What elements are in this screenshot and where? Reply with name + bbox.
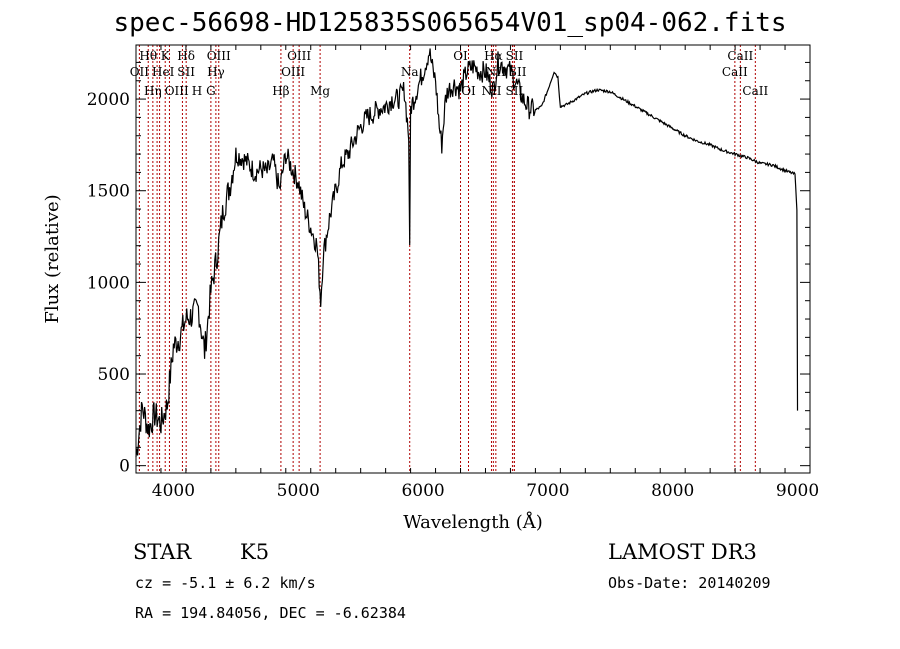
spectral-line-label: CaII [722, 65, 748, 79]
spectral-line-label: OIII [281, 65, 305, 79]
y-tick-label: 0 [119, 457, 130, 477]
redshift-text: cz = -5.1 ± 6.2 km/s [135, 574, 316, 592]
x-tick-label: 6000 [401, 481, 444, 501]
spectral-line-label: Na [401, 65, 419, 79]
spectral-line-label: OI [461, 84, 476, 98]
y-tick-label: 500 [98, 365, 130, 385]
spectral-line-label: Hη [144, 84, 162, 98]
object-class: STAR [133, 540, 192, 564]
spectrum-line [135, 48, 799, 457]
x-tick-label: 9000 [776, 481, 819, 501]
spectral-line-label: Hα [484, 49, 503, 63]
x-tick-label: 4000 [152, 481, 195, 501]
y-axis-label: Flux (relative) [42, 194, 63, 323]
spectral-line-label: SII [506, 84, 524, 98]
y-tick-label: 1000 [87, 273, 130, 293]
x-tick-label: 7000 [526, 481, 569, 501]
spectral-line-label: OII [130, 65, 150, 79]
spectral-line-label: Hθ [139, 49, 157, 63]
spectral-line-label: SII [177, 65, 195, 79]
y-tick-label: 2000 [87, 90, 130, 110]
spectral-line-label: K [161, 49, 171, 63]
spectral-line-label: CaII [742, 84, 768, 98]
spectral-line-label: OIII [287, 49, 311, 63]
spectral-line-label: H [192, 84, 202, 98]
spectral-line-label: OIII [165, 84, 189, 98]
spectral-line-label: Hδ [177, 49, 195, 63]
x-tick-label: 5000 [277, 481, 320, 501]
spectral-line-label: CaII [727, 49, 753, 63]
spectral-line-label: OI [453, 49, 468, 63]
spectral-line-label: Hγ [207, 65, 225, 79]
coordinates-text: RA = 194.84056, DEC = -6.62384 [135, 604, 406, 622]
x-tick-label: 8000 [651, 481, 694, 501]
subclass: K5 [240, 540, 270, 564]
spectral-line-label: G [206, 84, 216, 98]
spectral-line-label: SII [506, 49, 524, 63]
spectral-line-label: HeI [152, 65, 175, 79]
x-axis-label: Wavelength (Å) [403, 511, 543, 533]
spectral-line-label: Mg [310, 84, 330, 98]
spectral-line-label: Hβ [272, 84, 289, 98]
obs-date: Obs-Date: 20140209 [608, 574, 771, 592]
y-tick-label: 1500 [87, 182, 130, 202]
axes-frame [135, 44, 811, 474]
chart-title: spec-56698-HD125835S065654V01_sp04-062.f… [113, 8, 787, 38]
spectral-line-label: OIII [207, 49, 231, 63]
survey-label: LAMOST DR3 [608, 540, 757, 564]
